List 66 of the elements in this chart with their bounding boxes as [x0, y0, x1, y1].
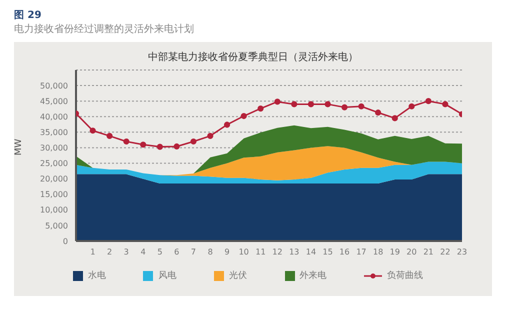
y-tick-label: 15,000 [40, 190, 68, 200]
point [224, 122, 230, 128]
point [140, 142, 146, 148]
x-tick-label: 8 [208, 248, 213, 257]
x-tick-label: 5 [157, 248, 162, 257]
point [375, 110, 382, 116]
y-tick-label: 20,000 [40, 174, 68, 184]
x-tick-label: 13 [289, 248, 300, 257]
point [258, 106, 264, 112]
point [408, 103, 415, 110]
line-series [76, 98, 462, 150]
x-tick-label: 15 [322, 248, 333, 257]
point [90, 128, 96, 134]
x-tick-label: 20 [406, 248, 417, 257]
point [308, 101, 314, 108]
point [156, 144, 163, 150]
x-tick-label: 17 [356, 248, 366, 257]
point [324, 101, 331, 108]
point [341, 104, 348, 110]
y-tick-label: 5,000 [45, 221, 68, 230]
x-tick-label: 23 [456, 248, 468, 257]
y-tick-label: 10,000 [40, 206, 68, 215]
y-tick-label: 45,000 [40, 96, 68, 106]
legend-label: 水电 [86, 270, 106, 282]
y-tick-label: 40,000 [40, 112, 68, 122]
x-tick-label: 3 [124, 248, 129, 257]
caption: 图 29 [14, 9, 42, 22]
x-tick-label: 2 [107, 248, 112, 257]
point [123, 138, 130, 145]
x-tick-label: 22 [440, 248, 450, 257]
point [106, 132, 113, 139]
x-tick-label: 16 [339, 248, 350, 257]
point [274, 98, 280, 105]
x-tick-label: 9 [224, 248, 230, 257]
point [358, 103, 364, 110]
x-tick-label: 6 [174, 248, 180, 257]
point [442, 101, 448, 108]
y-tick-label: 0 [62, 236, 68, 246]
legend-label: 风电 [157, 270, 176, 282]
y-tick-label: 30,000 [40, 144, 68, 153]
point [174, 143, 180, 150]
x-tick-label: 18 [372, 248, 384, 257]
x-tick-label: 10 [238, 248, 249, 257]
y-tick-label: 35,000 [40, 128, 68, 138]
chart-subtitle: 电力接收省份经过调整的灵活外来电计划 [14, 22, 195, 36]
x-tick-label: 21 [423, 248, 434, 257]
point [291, 101, 298, 108]
point [190, 138, 197, 145]
point [207, 132, 214, 139]
x-tick-label: 11 [256, 248, 266, 257]
x-tick-label: 12 [272, 248, 282, 257]
y-tick-label: 50,000 [40, 81, 68, 90]
point [240, 112, 247, 120]
legend-label: 负荷曲线 [386, 270, 424, 282]
x-tick-label: 7 [190, 248, 196, 257]
legend-label: 光伏 [228, 270, 247, 282]
point [425, 98, 432, 104]
y-axis-title: MW [14, 138, 24, 156]
point [392, 115, 398, 122]
legend-label: 外来电 [298, 270, 327, 282]
x-tick-label: 1 [90, 248, 96, 257]
x-tick-label: 19 [390, 248, 400, 257]
x-tick-label: 14 [306, 248, 316, 257]
chart-title: 中部某电力接收省份夏季典型日（灵活外来电） [147, 50, 359, 64]
x-tick-label: 4 [140, 248, 146, 257]
y-tick-label: 25,000 [40, 159, 68, 168]
